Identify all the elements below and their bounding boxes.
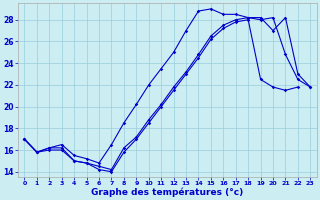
X-axis label: Graphe des températures (°c): Graphe des températures (°c)	[91, 187, 244, 197]
